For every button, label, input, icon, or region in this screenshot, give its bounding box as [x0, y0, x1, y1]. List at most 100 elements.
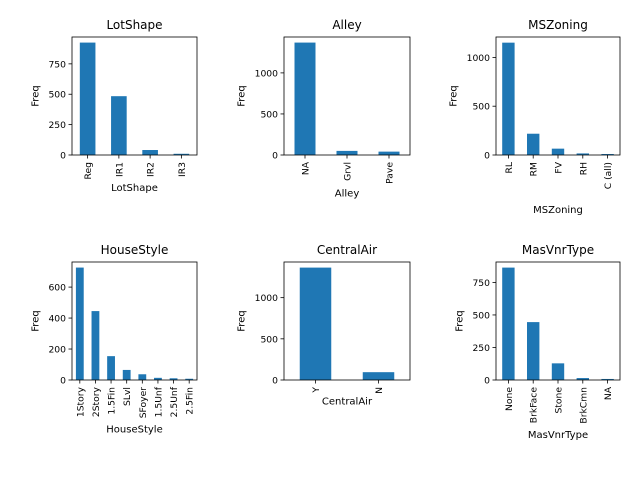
x-tick-label: SLvl [122, 387, 133, 406]
bar-lotshape-2 [142, 150, 158, 155]
y-tick-label: 750 [48, 59, 66, 70]
bar-alley-1 [336, 150, 358, 155]
x-tick-label: BrkCmn [578, 387, 589, 424]
chart-mszoning: 0 500 1000 RL RM FV RH C (all) MSZoning MSZoning F… [448, 18, 621, 216]
y-tick-label: 400 [48, 314, 66, 325]
bar-mszoning-0 [502, 42, 515, 156]
x-axis-label: MasVnrType [528, 430, 588, 441]
x-tick-label: C (all) [603, 162, 614, 189]
y-axis-label: Freq [454, 310, 465, 331]
y-axis-label: Freq [30, 85, 41, 106]
x-axis-label: Alley [335, 188, 360, 199]
y-tick-label: 0 [60, 376, 66, 387]
y-tick-label: 0 [484, 376, 490, 387]
bar-masvnrtype-0 [502, 267, 515, 380]
y-tick-label: 0 [484, 151, 490, 162]
x-tick-label: NA [603, 386, 614, 400]
y-axis-label: Freq [236, 85, 247, 106]
x-tick-label: 2Story [91, 386, 102, 417]
y-tick-label: 500 [472, 102, 490, 113]
y-axis-label: Freq [236, 310, 247, 331]
axes-frame [283, 261, 411, 381]
x-axis-label: HouseStyle [106, 425, 162, 436]
bar-lotshape-1 [111, 96, 127, 155]
x-axis-label: MSZoning [533, 205, 583, 216]
y-tick-label: 500 [472, 310, 490, 321]
x-tick-label: IR1 [114, 162, 125, 177]
x-axis-label: CentralAir [322, 397, 373, 408]
bar-housestyle-5 [154, 377, 162, 380]
chart-title: CentralAir [317, 243, 377, 257]
y-tick-label: 1000 [255, 68, 279, 79]
y-tick-label: 1000 [467, 53, 491, 64]
bar-housestyle-1 [91, 311, 100, 380]
y-tick-label: 1000 [255, 293, 279, 304]
bar-housestyle-6 [169, 378, 178, 380]
axes-frame [71, 261, 198, 381]
x-tick-label: 2.5Unf [169, 386, 180, 417]
bar-masvnrtype-1 [527, 322, 540, 380]
bar-alley-0 [294, 42, 316, 155]
bar-housestyle-0 [75, 267, 84, 380]
x-tick-label: N [374, 387, 385, 394]
x-tick-label: SFoyer [138, 387, 149, 418]
x-tick-label: RM [529, 162, 540, 176]
bar-housestyle-3 [122, 369, 131, 380]
x-tick-label: NA [301, 161, 312, 175]
y-axis-label: Freq [448, 85, 459, 106]
y-tick-label: 750 [472, 278, 490, 289]
bar-masvnrtype-4 [601, 378, 614, 380]
y-tick-label: 0 [272, 376, 278, 387]
y-tick-label: 500 [48, 90, 66, 101]
chart-title: Alley [332, 18, 361, 32]
chart-masvnrtype: 0 250 500 750 None BrkFace Stone BrkCmn NA MasVnr… [454, 243, 621, 441]
y-tick-label: 0 [272, 151, 278, 162]
x-tick-label: RL [504, 161, 515, 173]
bar-mszoning-4 [601, 154, 614, 155]
bar-centralair-1 [362, 372, 395, 380]
x-tick-label: IR3 [177, 162, 188, 177]
x-tick-label: 1.5Unf [153, 386, 164, 417]
x-tick-label: 1Story [75, 386, 86, 417]
bar-mszoning-2 [551, 148, 565, 155]
bar-lotshape-0 [79, 42, 96, 155]
y-tick-label: 200 [48, 345, 66, 356]
x-tick-label: IR2 [146, 162, 157, 177]
bar-housestyle-2 [107, 356, 115, 380]
bar-masvnrtype-2 [551, 363, 565, 380]
axes-frame [71, 36, 198, 156]
y-axis-label: Freq [30, 310, 41, 331]
chart-alley: 0 500 1000 NA Grvl Pave Alley Alley Freq [236, 18, 411, 199]
x-tick-label: Reg [83, 162, 94, 179]
chart-title: MasVnrType [522, 243, 594, 257]
bar-housestyle-4 [138, 374, 147, 380]
y-tick-label: 600 [48, 283, 66, 294]
bar-housestyle-7 [185, 378, 194, 380]
bar-mszoning-3 [576, 153, 589, 155]
chart-title: HouseStyle [101, 243, 169, 257]
chart-title: MSZoning [528, 18, 588, 32]
x-tick-label: 1.5Fin [107, 387, 118, 415]
bar-masvnrtype-3 [576, 378, 589, 380]
x-tick-label: Y [311, 387, 322, 394]
chart-lotshape: 0 250 500 750 Reg IR1 IR2 IR3 LotShape LotShape Fr… [30, 18, 198, 194]
bar-lotshape-3 [173, 153, 190, 155]
bar-centralair-0 [299, 267, 332, 380]
y-tick-label: 500 [260, 109, 278, 120]
chart-title: LotShape [106, 18, 162, 32]
x-tick-label: Pave [385, 162, 396, 184]
y-tick-label: 250 [48, 120, 66, 131]
x-tick-label: Stone [554, 387, 565, 414]
y-tick-label: 500 [260, 334, 278, 345]
bar-mszoning-1 [527, 133, 540, 155]
x-tick-label: FV [554, 161, 565, 173]
y-tick-label: 250 [472, 343, 490, 354]
x-tick-label: BrkFace [529, 387, 540, 424]
chart-housestyle: 0 200 400 600 1Story 2Story 1.5Fin SLvl SFoyer 1.… [30, 243, 198, 436]
x-tick-label: 2.5Fin [185, 387, 196, 415]
y-tick-label: 0 [60, 151, 66, 162]
x-tick-label: None [504, 387, 515, 411]
bar-alley-2 [378, 151, 400, 155]
